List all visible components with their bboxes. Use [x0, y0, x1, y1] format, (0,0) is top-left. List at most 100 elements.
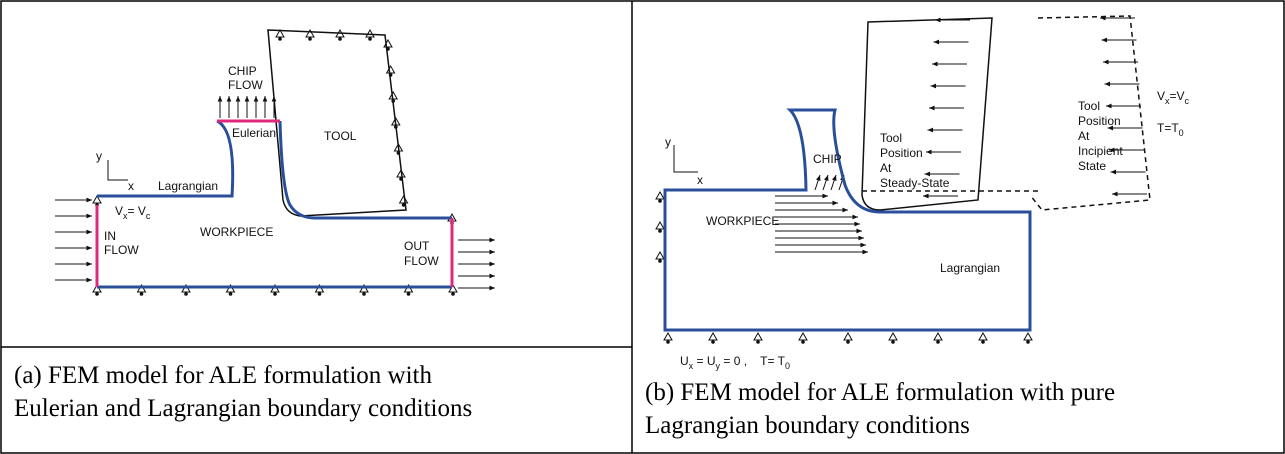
arrow-head: [226, 96, 232, 102]
arrow-head: [489, 249, 495, 255]
caption: (a) FEM model for ALE formulation with: [14, 362, 432, 389]
arrow-head: [860, 242, 866, 248]
support-pin: [228, 292, 233, 296]
support: [275, 28, 285, 38]
tool-outline-dashed: [1029, 15, 1151, 211]
t: 0: [1179, 128, 1184, 138]
label: Lagrangian: [158, 179, 218, 193]
arrow-head: [253, 96, 259, 102]
arrow-head: [86, 213, 92, 219]
label: OUT: [404, 239, 430, 253]
support-pin: [362, 292, 366, 296]
arrow-head: [822, 193, 828, 199]
arrow-head: [832, 175, 837, 181]
caption: (b) FEM model for ALE formulation with p…: [645, 379, 1115, 406]
support-pin: [936, 340, 940, 344]
velocity-label: Vx= Vc: [115, 204, 151, 221]
tool-outline: [267, 29, 407, 217]
label-line: At: [1078, 129, 1090, 143]
arrow-head: [930, 83, 937, 89]
t: =V: [1170, 89, 1185, 103]
support: [385, 64, 396, 74]
temperature-label: T=T0: [1157, 121, 1184, 138]
label: CHIP: [813, 152, 842, 166]
support: [663, 331, 673, 341]
arrow-head: [929, 105, 935, 111]
support-pin: [451, 292, 455, 296]
label: FLOW: [104, 243, 139, 257]
t: c: [1185, 96, 1190, 106]
arrow-head: [262, 96, 268, 102]
support: [843, 331, 853, 341]
support: [92, 194, 102, 204]
support: [655, 250, 665, 260]
support-pin: [273, 292, 277, 296]
label-line: Tool: [880, 131, 902, 145]
arrow-head: [856, 228, 862, 234]
arrow-head: [858, 235, 864, 241]
arrow-head: [1104, 81, 1111, 87]
arrow-head: [932, 61, 938, 67]
support-pin: [401, 203, 406, 207]
label-line: State: [1078, 159, 1106, 173]
arrow-head: [1106, 103, 1112, 109]
label: Eulerian: [232, 126, 276, 140]
arrow-head: [816, 175, 821, 181]
t: y: [716, 361, 721, 371]
velocity-label: Vx=Vc: [1157, 89, 1190, 106]
arrow-head: [1103, 59, 1109, 65]
support: [888, 331, 898, 341]
arrow-head: [842, 207, 848, 213]
axis-label: x: [128, 179, 134, 193]
support: [798, 331, 808, 341]
support-pin: [711, 340, 715, 344]
support-pin: [756, 340, 760, 344]
support: [933, 331, 943, 341]
label: WORKPIECE: [706, 214, 779, 228]
support-pin: [184, 292, 188, 296]
arrow-head: [86, 197, 92, 203]
arrow-head: [924, 171, 931, 177]
arrow-head: [1107, 125, 1114, 131]
arrow-head: [852, 214, 858, 220]
arrow-head: [824, 175, 829, 181]
arrow-head: [86, 245, 92, 251]
t: V: [115, 204, 123, 218]
arrow-head: [86, 229, 92, 235]
arrow-head: [489, 237, 495, 243]
label: WORKPIECE: [200, 225, 273, 239]
support-pin: [139, 292, 144, 296]
arrow-head: [86, 261, 92, 267]
arrow-head: [489, 273, 495, 279]
support: [978, 331, 988, 341]
support-pin: [368, 37, 372, 41]
axis-label: y: [96, 149, 102, 163]
label-line: Position: [880, 146, 923, 160]
support: [365, 28, 375, 38]
tool-outline: [861, 17, 993, 211]
arrow-head: [933, 39, 940, 45]
support-pin: [801, 340, 805, 344]
t: 0: [785, 361, 790, 371]
arrow-head: [926, 149, 932, 155]
support-pin: [406, 292, 411, 296]
arrow-head: [1101, 37, 1108, 43]
workpiece-boundary: [97, 119, 235, 198]
arrow-head: [862, 249, 868, 255]
axis-label: x: [697, 173, 703, 187]
t: = 0 , T= T: [720, 354, 786, 368]
arrow-head: [86, 277, 92, 283]
arrow-head: [1109, 147, 1115, 153]
arrow-head: [235, 96, 241, 102]
t: x: [1165, 96, 1170, 106]
support: [305, 28, 315, 38]
workpiece-boundary: [278, 120, 452, 220]
t: x: [123, 211, 128, 221]
workpiece-boundary: [663, 108, 1032, 332]
support-pin: [317, 292, 322, 296]
t: U: [680, 354, 689, 368]
t: x: [689, 361, 694, 371]
label-line: Position: [1078, 114, 1121, 128]
